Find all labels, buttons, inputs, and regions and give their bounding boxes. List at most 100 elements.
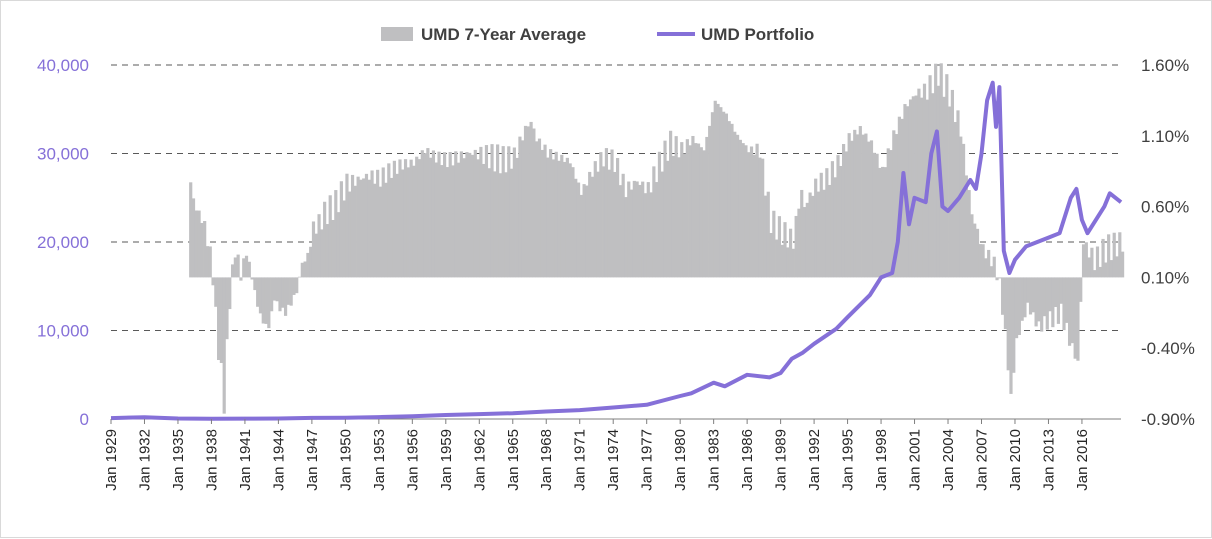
average-bar [702,150,706,278]
average-bar [1101,238,1105,278]
average-bar [669,130,673,278]
right-tick-label: 1.10% [1141,127,1189,146]
average-bar [236,254,240,278]
average-bar [225,277,229,340]
average-bar [950,89,954,278]
average-bar [381,167,385,278]
average-bar [931,93,935,278]
average-bar [470,154,475,278]
x-tick-label: Jan 1929 [103,429,120,491]
average-bar [314,233,318,278]
average-bar [769,232,773,278]
average-bar [1023,277,1027,318]
x-tick-label: Jan 1953 [371,429,388,491]
average-bar [451,165,455,278]
x-tick-label: Jan 1956 [404,429,421,491]
average-bar [378,186,383,278]
x-tick-label: Jan 1947 [304,429,321,491]
x-tick-label: Jan 2001 [907,429,924,491]
average-bar [936,85,941,278]
average-bar [509,168,514,278]
average-bar [526,126,530,278]
average-bar [761,158,765,278]
average-bar [917,88,921,278]
average-bar [922,83,927,278]
average-bar [409,159,413,278]
average-bar [744,145,748,278]
average-bar [328,195,332,278]
average-bar [562,161,567,278]
average-bar [482,163,486,278]
average-bar [574,178,578,278]
average-bar [560,154,564,278]
average-bar [942,96,946,278]
average-bar [618,185,622,278]
average-bar [855,134,860,278]
right-tick-label: -0.40% [1141,339,1195,358]
average-bar [694,143,698,278]
average-bar [334,190,338,278]
average-bar [811,195,815,278]
average-bar [1062,277,1066,331]
average-bar [613,171,617,278]
average-bar [281,277,285,308]
average-bar [228,277,232,310]
average-bar [406,167,410,278]
average-bar [342,200,346,278]
x-tick-label: Jan 1935 [170,429,187,491]
x-tick-label: Jan 1977 [639,429,656,491]
average-bar [250,277,254,280]
average-bar [1028,277,1033,315]
average-bar [788,228,793,278]
average-bar [604,148,609,278]
average-bar [582,184,586,278]
average-bar [895,134,899,278]
x-tick-label: Jan 2013 [1040,429,1057,491]
average-bar [1026,277,1030,303]
average-bar [970,214,974,278]
average-bar [713,100,717,278]
average-bar [967,190,971,278]
average-bar [233,257,237,278]
average-bar [392,160,396,278]
average-bar [300,262,304,278]
x-tick-label: Jan 1959 [438,429,455,491]
average-bar [680,142,684,278]
average-bar [1048,277,1052,312]
average-bar [590,176,595,278]
average-bar [722,111,726,278]
average-bar [303,261,307,278]
average-bar [978,244,982,278]
average-bar [297,276,302,278]
left-tick-label: 30,000 [37,145,89,164]
average-bar [272,277,277,301]
average-bar [847,133,851,278]
average-bar [643,193,648,278]
average-bar [214,277,218,307]
x-tick-label: Jan 1938 [203,429,220,491]
average-bar [546,157,550,278]
average-bar [677,157,681,278]
average-bar [203,221,207,278]
average-bar [814,178,818,278]
average-bar [420,150,424,278]
average-bar [1031,277,1035,313]
average-bar [708,125,712,278]
average-bar [267,277,271,329]
average-bar [261,277,265,324]
average-bar [749,146,754,278]
average-bar [973,223,977,278]
average-bar [429,157,433,278]
average-bar [995,277,999,281]
average-bar [825,168,829,278]
average-bar [783,222,787,278]
average-bar [1065,277,1069,323]
average-bar [1054,277,1058,308]
average-bar [1056,277,1061,324]
average-bar [473,149,477,278]
average-bar [699,147,703,278]
average-bar [484,145,489,278]
x-tick-label: Jan 1980 [672,429,689,491]
average-bar [230,264,235,278]
average-bar [1104,262,1108,278]
